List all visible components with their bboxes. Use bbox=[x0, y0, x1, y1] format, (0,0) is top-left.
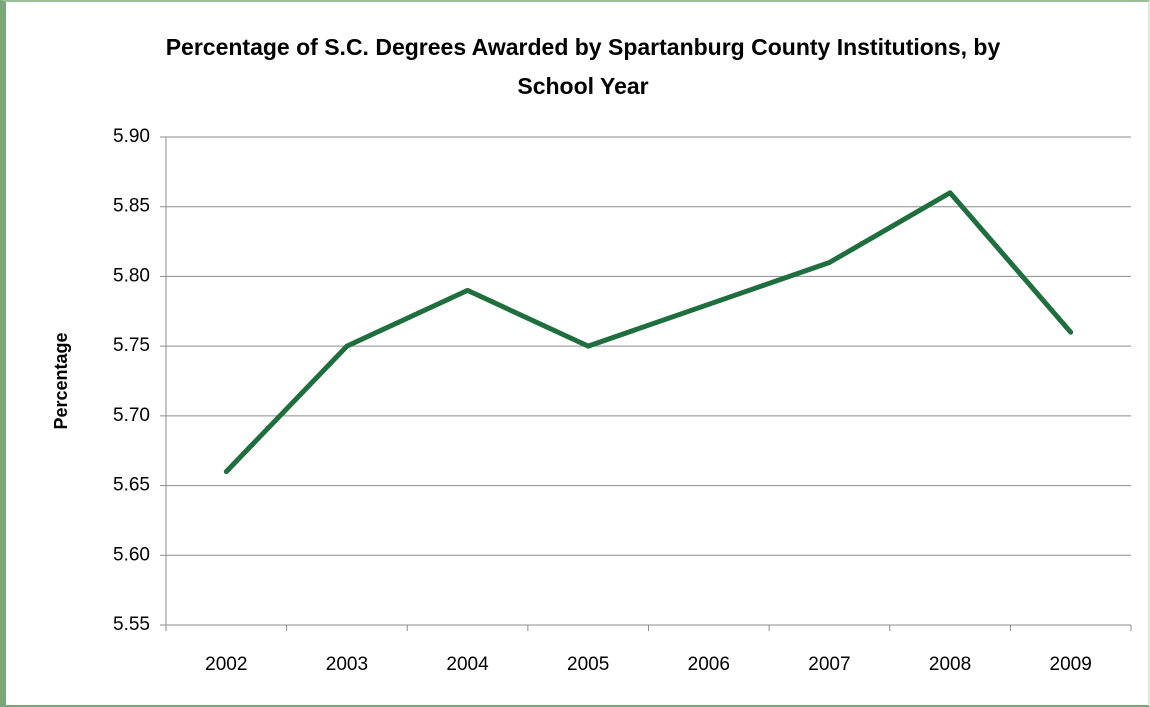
data-line bbox=[223, 190, 1074, 475]
chart-title: Percentage of S.C. Degrees Awarded by Sp… bbox=[165, 34, 1001, 99]
y-tick-label: 5.55 bbox=[113, 614, 150, 635]
y-tick-label: 5.65 bbox=[113, 475, 150, 496]
x-tick-label: 2005 bbox=[567, 654, 609, 675]
x-tick-label: 2004 bbox=[446, 654, 489, 675]
y-tick-label: 5.85 bbox=[113, 196, 150, 217]
y-axis-label: Percentage bbox=[51, 332, 71, 429]
x-tick-label: 2002 bbox=[205, 654, 247, 675]
x-tick-label: 2003 bbox=[326, 654, 368, 675]
y-tick-label: 5.80 bbox=[113, 265, 150, 286]
x-tick-label: 2009 bbox=[1050, 654, 1092, 675]
x-tick-label: 2008 bbox=[929, 654, 971, 675]
y-tick-label: 5.75 bbox=[113, 335, 150, 356]
y-tick-label: 5.70 bbox=[113, 405, 150, 426]
y-tick-label: 5.90 bbox=[113, 126, 150, 147]
y-tick-label: 5.60 bbox=[113, 544, 150, 565]
x-tick-label: 2006 bbox=[688, 654, 730, 675]
x-tick-label: 2007 bbox=[808, 654, 850, 675]
